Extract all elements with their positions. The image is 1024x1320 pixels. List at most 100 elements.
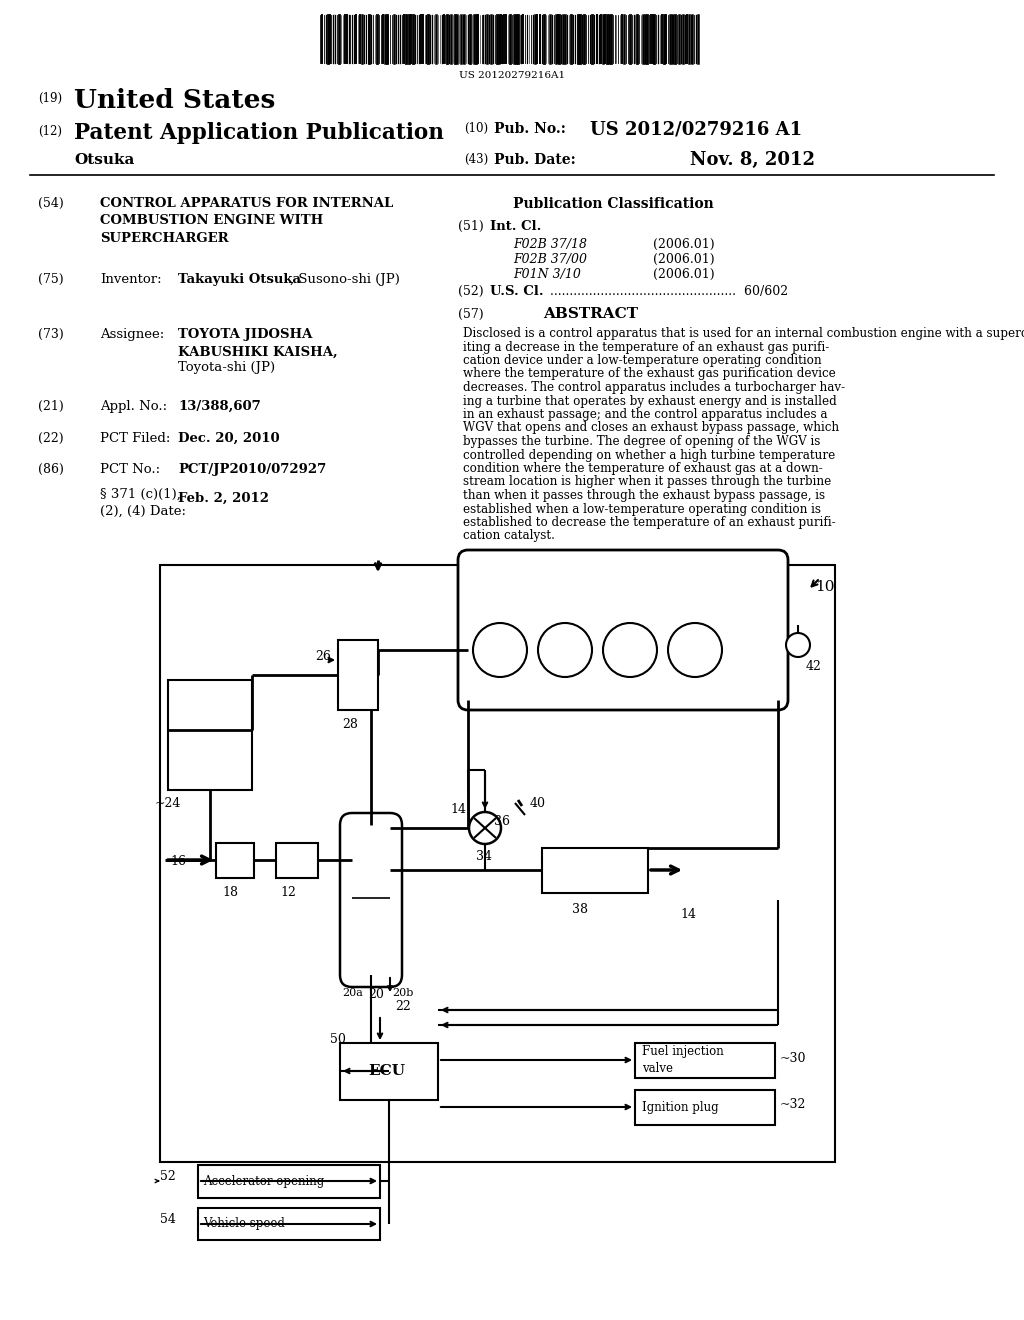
Text: PCT Filed:: PCT Filed: [100,432,170,445]
Text: 22: 22 [395,1001,411,1012]
Bar [276,843,318,878]
Text: (57): (57) [458,308,483,321]
Text: (2006.01): (2006.01) [653,253,715,267]
Text: Disclosed is a control apparatus that is used for an internal combustion engine : Disclosed is a control apparatus that is… [463,327,1024,341]
Text: 34: 34 [476,850,492,863]
Bar [635,1090,775,1125]
Text: Dec. 20, 2010: Dec. 20, 2010 [178,432,280,445]
Text: cation device under a low-temperature operating condition: cation device under a low-temperature op… [463,354,821,367]
Text: Feb. 2, 2012: Feb. 2, 2012 [178,492,269,506]
Text: US 20120279216A1: US 20120279216A1 [459,71,565,81]
Text: (12): (12) [38,125,62,139]
Text: US 2012/0279216 A1: US 2012/0279216 A1 [590,120,802,139]
Text: United States: United States [74,88,275,114]
Text: 13/388,607: 13/388,607 [178,400,261,413]
Text: Otsuka: Otsuka [74,153,134,168]
Text: ~32: ~32 [780,1098,806,1111]
Text: Fuel injection
valve: Fuel injection valve [642,1045,724,1074]
Text: than when it passes through the exhaust bypass passage, is: than when it passes through the exhaust … [463,488,825,502]
Text: established to decrease the temperature of an exhaust purifi-: established to decrease the temperature … [463,516,836,529]
Text: 20: 20 [368,987,384,1001]
Text: 42: 42 [806,660,822,673]
Bar [216,843,254,878]
Text: 16: 16 [170,855,186,869]
Text: ................................................  60/602: ........................................… [550,285,788,298]
Text: 40: 40 [530,797,546,810]
Text: (22): (22) [38,432,63,445]
Text: Pub. Date:: Pub. Date: [494,153,575,168]
Text: 18: 18 [222,886,238,899]
Text: 26: 26 [315,649,331,663]
Text: 14: 14 [450,803,466,816]
Text: Accelerator opening: Accelerator opening [203,1175,325,1188]
Text: Assignee:: Assignee: [100,327,164,341]
Bar [198,1166,380,1199]
Text: (10): (10) [464,121,488,135]
Text: PCT/JP2010/072927: PCT/JP2010/072927 [178,463,327,477]
Text: ABSTRACT: ABSTRACT [543,308,638,321]
Text: U.S. Cl.: U.S. Cl. [490,285,548,298]
Text: (54): (54) [38,197,63,210]
Text: established when a low-temperature operating condition is: established when a low-temperature opera… [463,503,821,516]
Text: F02B 37/00: F02B 37/00 [513,253,587,267]
Text: ECU: ECU [368,1064,406,1078]
Text: 52: 52 [160,1170,176,1183]
Text: (73): (73) [38,327,63,341]
FancyBboxPatch shape [340,813,402,987]
Text: Ignition plug: Ignition plug [642,1101,719,1114]
Bar [340,1043,438,1100]
Circle shape [603,623,657,677]
Text: 50: 50 [330,1034,346,1045]
Text: F02B 37/18: F02B 37/18 [513,238,587,251]
Text: (75): (75) [38,273,63,286]
Text: condition where the temperature of exhaust gas at a down-: condition where the temperature of exhau… [463,462,822,475]
Bar [198,1208,380,1239]
Text: iting a decrease in the temperature of an exhaust gas purifi-: iting a decrease in the temperature of a… [463,341,829,354]
Text: (21): (21) [38,400,63,413]
Text: ing a turbine that operates by exhaust energy and is installed: ing a turbine that operates by exhaust e… [463,395,837,408]
Text: ~24: ~24 [155,797,181,810]
FancyBboxPatch shape [458,550,788,710]
Bar [160,565,835,1162]
Text: Nov. 8, 2012: Nov. 8, 2012 [690,150,815,169]
Text: 36: 36 [494,814,510,828]
Text: Appl. No.:: Appl. No.: [100,400,167,413]
Text: 12: 12 [280,886,296,899]
Text: (86): (86) [38,463,63,477]
Bar [338,640,378,710]
Text: 20b: 20b [392,987,414,998]
Text: F01N 3/10: F01N 3/10 [513,268,581,281]
Circle shape [473,623,527,677]
Text: WGV that opens and closes an exhaust bypass passage, which: WGV that opens and closes an exhaust byp… [463,421,839,434]
Text: Pub. No.:: Pub. No.: [494,121,566,136]
Text: 20a: 20a [342,987,362,998]
Text: controlled depending on whether a high turbine temperature: controlled depending on whether a high t… [463,449,836,462]
Circle shape [668,623,722,677]
Bar [542,847,648,894]
Text: Inventor:: Inventor: [100,273,162,286]
Text: § 371 (c)(1),
(2), (4) Date:: § 371 (c)(1), (2), (4) Date: [100,488,186,517]
Text: ~30: ~30 [780,1052,807,1065]
Text: (2006.01): (2006.01) [653,268,715,281]
Text: (52): (52) [458,285,483,298]
Text: TOYOTA JIDOSHA
KABUSHIKI KAISHA,: TOYOTA JIDOSHA KABUSHIKI KAISHA, [178,327,338,359]
Text: 28: 28 [342,718,357,731]
Text: in an exhaust passage; and the control apparatus includes a: in an exhaust passage; and the control a… [463,408,827,421]
Text: 38: 38 [572,903,588,916]
Text: Publication Classification: Publication Classification [513,197,714,211]
Text: bypasses the turbine. The degree of opening of the WGV is: bypasses the turbine. The degree of open… [463,436,820,447]
Text: stream location is higher when it passes through the turbine: stream location is higher when it passes… [463,475,831,488]
Text: (43): (43) [464,153,488,166]
Text: decreases. The control apparatus includes a turbocharger hav-: decreases. The control apparatus include… [463,381,845,393]
Circle shape [538,623,592,677]
Text: Vehicle speed: Vehicle speed [203,1217,285,1230]
Text: Patent Application Publication: Patent Application Publication [74,121,443,144]
Text: CONTROL APPARATUS FOR INTERNAL
COMBUSTION ENGINE WITH
SUPERCHARGER: CONTROL APPARATUS FOR INTERNAL COMBUSTIO… [100,197,393,246]
Text: 10: 10 [815,579,835,594]
Bar [635,1043,775,1078]
Text: (19): (19) [38,92,62,106]
Text: Int. Cl.: Int. Cl. [490,220,542,234]
Text: (2006.01): (2006.01) [653,238,715,251]
Text: , Susono-shi (JP): , Susono-shi (JP) [290,273,400,286]
Text: 14: 14 [680,908,696,921]
